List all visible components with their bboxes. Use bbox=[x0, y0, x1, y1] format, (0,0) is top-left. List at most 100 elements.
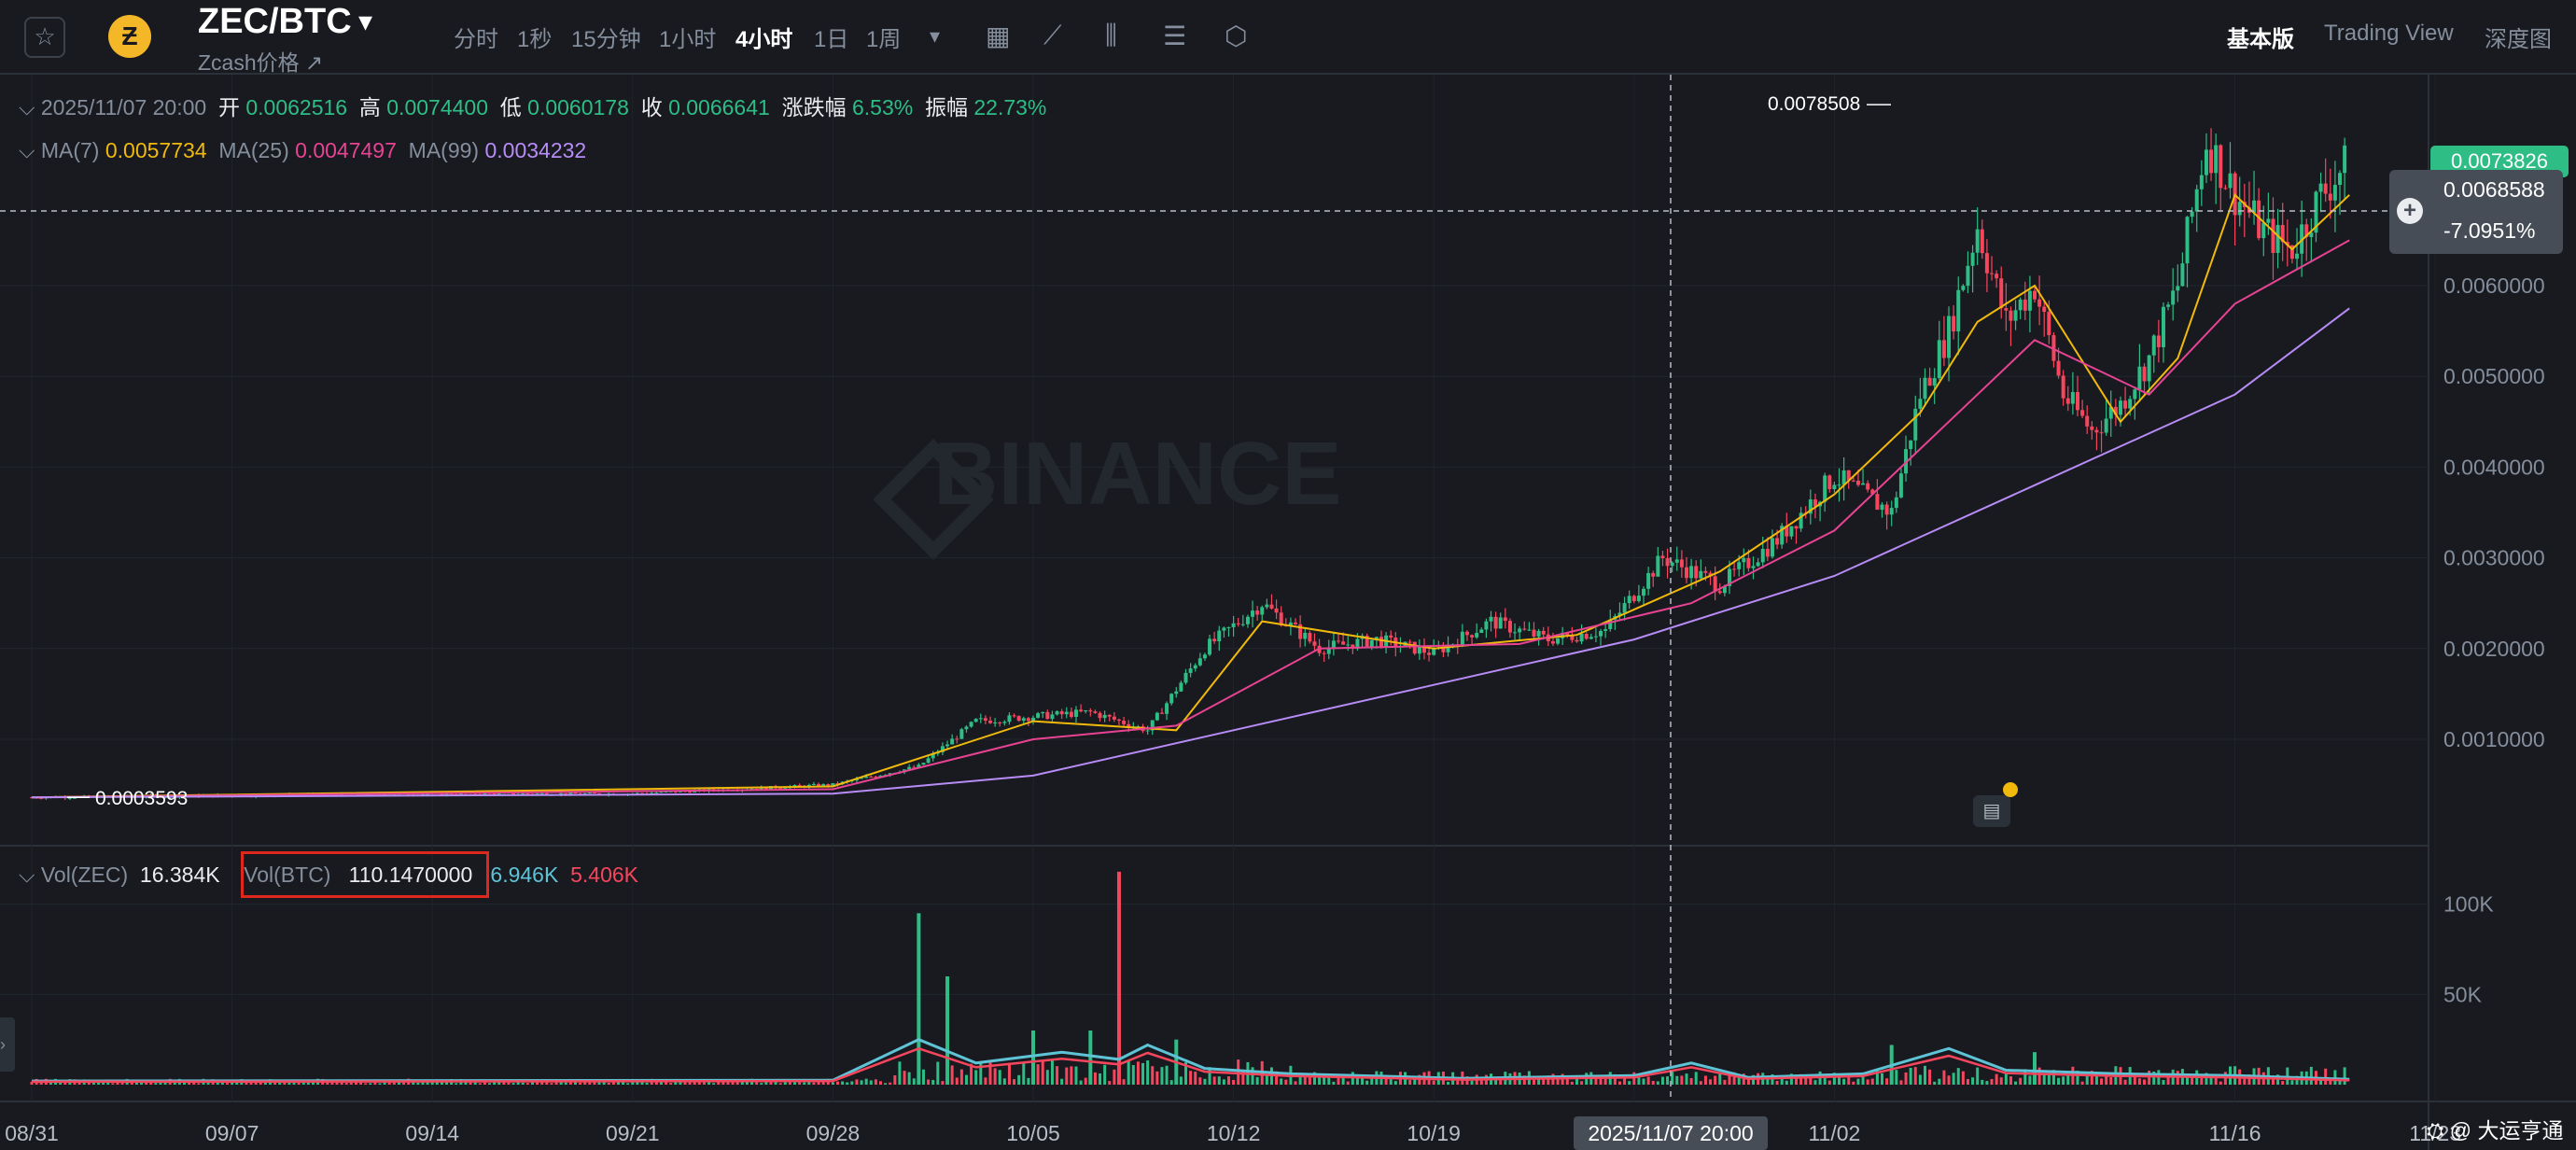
volume-bar bbox=[326, 1081, 329, 1085]
volume-bar bbox=[1547, 1075, 1550, 1085]
volume-bar bbox=[2324, 1068, 2328, 1085]
candle-body bbox=[1346, 644, 1351, 646]
candle-body bbox=[2142, 366, 2147, 382]
volume-bar bbox=[225, 1083, 229, 1085]
ma-collapse-caret-icon[interactable]: ⌵ bbox=[19, 138, 35, 162]
candle-body bbox=[1026, 718, 1030, 722]
candle-body bbox=[1913, 408, 1918, 441]
timeframe-tab-line[interactable]: 分时 bbox=[454, 27, 498, 52]
candle-body bbox=[1956, 289, 1961, 332]
calendar-icon[interactable]: ▦ bbox=[986, 21, 1011, 50]
candle-body bbox=[1374, 637, 1379, 640]
volume-bar bbox=[392, 1080, 396, 1085]
candle-body bbox=[1507, 621, 1512, 633]
volume-bar bbox=[1918, 1074, 1922, 1085]
timeframe-tab-1d[interactable]: 1日 bbox=[814, 27, 849, 52]
candle-body bbox=[1064, 711, 1069, 715]
candle-body bbox=[2318, 183, 2323, 192]
candle-body bbox=[931, 753, 935, 759]
candle-body bbox=[1464, 631, 1469, 636]
volume-bar bbox=[1771, 1073, 1774, 1085]
volume-bar bbox=[1685, 1073, 1688, 1085]
volume-bar bbox=[536, 1081, 539, 1085]
candle-body bbox=[1265, 604, 1269, 608]
candle-body bbox=[1351, 644, 1355, 650]
volume-ma-line-a bbox=[31, 1038, 2350, 1083]
volume-bar bbox=[1131, 1064, 1135, 1085]
candle-body bbox=[1884, 504, 1889, 515]
candle-body bbox=[2013, 310, 2018, 321]
vol-collapse-caret-icon[interactable]: ⌵ bbox=[19, 862, 35, 887]
notes-icon[interactable]: ▤ bbox=[1973, 795, 2010, 827]
volume-bar bbox=[1365, 1080, 1369, 1085]
vol-zec-label: Vol(ZEC) bbox=[40, 862, 129, 887]
volume-bar bbox=[1714, 1075, 1717, 1085]
expand-left-arrow-icon[interactable]: › bbox=[0, 1017, 15, 1072]
timeframe-tab-15m[interactable]: 15分钟 bbox=[571, 27, 641, 52]
volume-bar bbox=[1875, 1070, 1879, 1085]
pair-subtitle-link[interactable]: Zcash价格 ↗ bbox=[198, 50, 324, 75]
low-label: 低 bbox=[499, 95, 522, 119]
volume-bar bbox=[817, 1081, 820, 1085]
crosshair bbox=[0, 75, 2389, 1101]
favorite-star-icon[interactable]: ☆ bbox=[24, 17, 65, 58]
hexagon-settings-icon[interactable]: ⬡ bbox=[1225, 21, 1248, 50]
volume-bar bbox=[1160, 1067, 1164, 1085]
candle-body bbox=[573, 792, 578, 794]
volume-bar bbox=[49, 1081, 52, 1085]
volume-bar bbox=[593, 1081, 596, 1085]
candle-body bbox=[1584, 634, 1589, 639]
candle-body bbox=[988, 720, 993, 723]
candle-body bbox=[1208, 638, 1212, 655]
collapse-caret-icon[interactable]: ⌵ bbox=[19, 95, 35, 119]
volume-bar bbox=[1155, 1071, 1159, 1085]
candle-body bbox=[2171, 290, 2176, 305]
timeframe-tab-1w[interactable]: 1周 bbox=[866, 27, 902, 52]
candlestick-chart[interactable]: BINANCE 0.0060000 0.0050000 0.0040000 0.003… bbox=[0, 75, 2576, 1150]
more-timeframes-caret-icon[interactable]: ▾ bbox=[930, 24, 941, 48]
volume-bar bbox=[478, 1083, 482, 1085]
candle-body bbox=[2271, 218, 2275, 254]
timeframe-tab-4h[interactable]: 4小时 bbox=[735, 27, 793, 52]
volume-bar bbox=[1847, 1073, 1851, 1085]
pair-dropdown-caret-icon[interactable]: ▾ bbox=[358, 7, 373, 37]
candle-body bbox=[2108, 406, 2113, 419]
volume-bar bbox=[2166, 1073, 2170, 1085]
candle-body bbox=[811, 783, 816, 785]
candle-body bbox=[2219, 145, 2223, 189]
timeframe-tab-1h[interactable]: 1小时 bbox=[659, 27, 717, 52]
candle-body bbox=[1941, 340, 1946, 358]
timeframe-tab-1s[interactable]: 1秒 bbox=[517, 27, 553, 52]
volume-bar bbox=[645, 1082, 649, 1085]
candle-body bbox=[2023, 299, 2027, 311]
volume-bar bbox=[1709, 1079, 1713, 1085]
view-basic-tab[interactable]: 基本版 bbox=[2227, 27, 2294, 52]
candle-body bbox=[1255, 610, 1260, 615]
candle-body bbox=[2004, 308, 2009, 311]
indicator-chart-icon[interactable]: ⟋ bbox=[1043, 21, 1062, 49]
ma7-value: 0.0057734 bbox=[105, 138, 207, 162]
candle-body bbox=[2280, 225, 2285, 243]
candle-type-icon[interactable]: ⫼ bbox=[1105, 21, 1117, 49]
volume-bar bbox=[1976, 1067, 1980, 1085]
pair-title[interactable]: ZEC/BTC bbox=[198, 2, 352, 41]
candle-body bbox=[1599, 630, 1603, 637]
volume-bar bbox=[1895, 1070, 1898, 1085]
candle-body bbox=[1832, 484, 1837, 490]
volume-bar bbox=[1308, 1077, 1311, 1085]
volume-bar bbox=[140, 1082, 144, 1085]
candle-body bbox=[2151, 335, 2156, 356]
candle-body bbox=[640, 792, 645, 794]
view-depth-tab[interactable]: 深度图 bbox=[2485, 27, 2552, 52]
volume-bar bbox=[2051, 1070, 2055, 1085]
volume-bar bbox=[516, 1080, 520, 1085]
candle-body bbox=[1751, 566, 1756, 568]
volume-bar bbox=[1780, 1075, 1784, 1085]
view-tradingview-tab[interactable]: Trading View bbox=[2324, 21, 2454, 46]
candle-body bbox=[1927, 377, 1932, 386]
volume-bar bbox=[1237, 1059, 1240, 1085]
candle-body bbox=[1407, 641, 1412, 643]
add-alert-plus-icon[interactable]: + bbox=[2397, 198, 2423, 224]
candle-body bbox=[1932, 378, 1937, 386]
chart-settings-icon[interactable]: ☰ bbox=[1163, 21, 1187, 50]
